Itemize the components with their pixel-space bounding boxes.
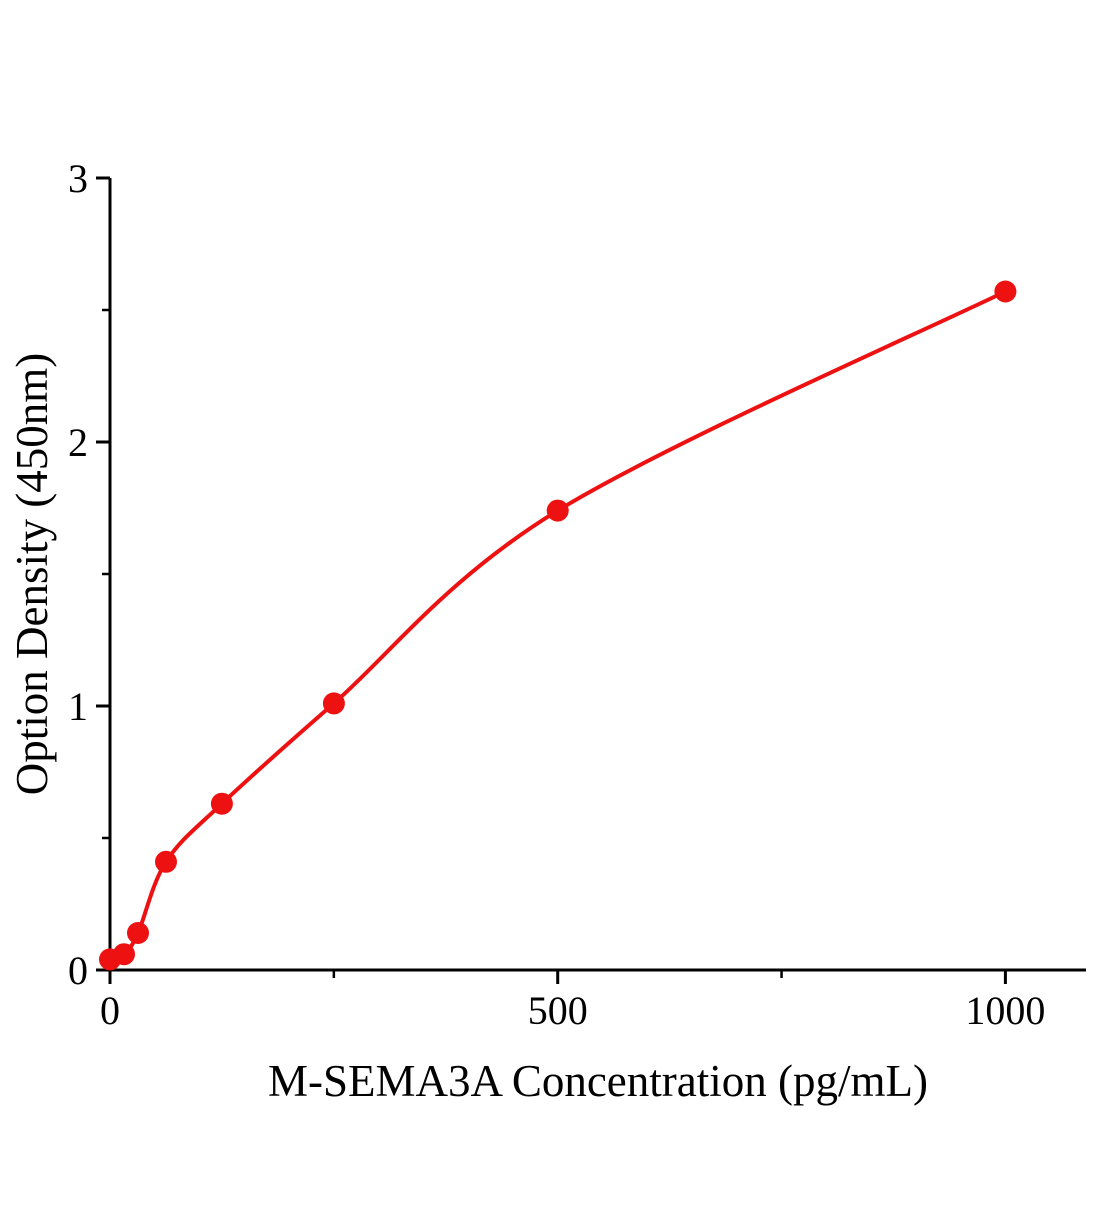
data-point [113, 943, 135, 966]
data-point [994, 280, 1017, 303]
y-tick-label: 0 [68, 948, 88, 993]
x-tick-label: 1000 [965, 988, 1045, 1033]
fitted-curve [108, 289, 1008, 962]
x-axis-label: M-SEMA3A Concentration (pg/mL) [268, 1056, 928, 1106]
data-point [322, 692, 345, 715]
chart-axes-and-series: 0 500 1000 0 1 2 3 [68, 156, 1086, 1033]
y-axis-label: Option Density (450nm) [7, 353, 57, 795]
data-point [155, 850, 177, 873]
x-tick-label: 500 [528, 988, 588, 1033]
y-tick-label: 2 [68, 420, 88, 465]
y-tick-label: 3 [68, 156, 88, 201]
x-tick-label: 0 [100, 988, 120, 1033]
data-point [127, 922, 149, 944]
data-point [210, 792, 233, 815]
data-point [546, 499, 569, 522]
y-tick-label: 1 [68, 684, 88, 729]
